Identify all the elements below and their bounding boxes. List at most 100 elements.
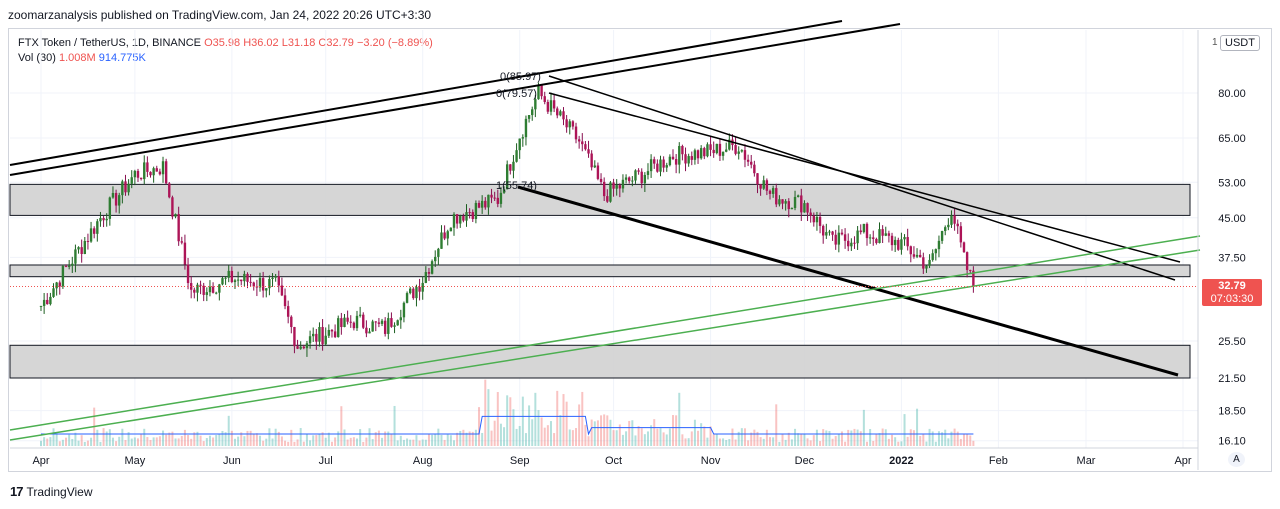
volume-bar [74,432,77,446]
x-tick-label: Aug [413,455,433,467]
fib-level-label: 1(55.74) [496,180,537,192]
volume-bar [496,392,499,446]
volume-bar [872,440,875,446]
currency-button[interactable]: USDT [1220,35,1260,51]
volume-bar [105,431,108,446]
volume-bar [118,436,121,446]
candle-body [649,159,653,172]
volume-bar [844,441,847,446]
candle-body [343,317,346,328]
candle-body [371,321,374,332]
candle-body [728,139,731,150]
candle-body [415,287,418,299]
candle-body [681,146,684,155]
candle-body [158,171,162,175]
candle-body [859,230,862,233]
candle-body [800,195,803,213]
volume-bar [606,415,609,446]
x-tick-label: Feb [989,455,1008,467]
candle-body [825,232,828,236]
volume-bar [756,431,759,446]
candle-body [574,126,578,140]
candle-body [687,156,690,164]
volume-bar [531,419,534,446]
volume-bar [709,426,712,446]
candle-body [543,96,546,102]
candle-body [715,143,719,154]
candle-body [556,108,559,116]
candle-body [834,234,837,245]
volume-bar [922,433,925,446]
candle-body [587,149,590,154]
candle-body [674,159,678,165]
candle-body [872,237,875,239]
candle-body [139,177,143,180]
candle-body [487,194,490,208]
volume-bar [524,433,527,446]
candle-body [193,289,196,293]
volume-bar [634,435,637,446]
volume-bar [434,433,437,446]
volume-bar [155,437,158,446]
candle-body [55,282,58,289]
candle-body [737,151,740,154]
candle-body [781,199,784,204]
volume-bar [906,436,909,446]
candle-body [477,202,481,208]
ascending-trendline-green-2 [9,249,1201,441]
volume-bar [850,430,853,446]
volume-bar [571,430,574,446]
candle-body [962,242,966,253]
candle-body [552,100,556,109]
volume-bar [731,428,734,446]
volume-bar [146,437,149,446]
volume-bar [875,433,878,446]
candle-body [521,137,525,139]
volume-bar [706,437,709,446]
candle-body [493,197,496,199]
candle-body [277,276,280,286]
candle-body [818,216,822,226]
volume-bar [537,410,540,446]
descending-channel-lower [517,185,1179,377]
candle-body [283,295,287,307]
candle-body [390,318,393,327]
volume-bar [330,441,333,446]
volume-bar [462,429,465,446]
candle-body [205,292,209,295]
volume-bar [891,434,894,446]
volume-bar [578,404,581,446]
volume-bar [778,441,781,446]
volume-bar [568,429,571,446]
candle-body [631,180,634,182]
volume-label: Vol (30) [18,52,56,64]
y-tick-label: 53.00 [1218,177,1246,189]
volume-bar [509,397,512,446]
candle-body [653,159,656,164]
volume-bar [690,431,693,446]
candle-body [61,266,65,287]
volume-bar [431,434,434,446]
candle-body [584,144,587,150]
candle-body [906,237,909,247]
candle-body [897,239,900,250]
candle-body [83,240,87,254]
volume-bar [621,434,624,446]
volume-bar [418,440,421,446]
volume-bar [665,434,668,446]
volume-bar [653,419,656,446]
candle-body [96,221,99,234]
candle-body [656,163,659,172]
x-tick-label: Oct [605,455,622,467]
volume-bar [897,441,900,446]
candle-body [427,272,431,274]
auto-scale-button[interactable]: A [1228,452,1245,467]
candle-body [743,150,747,160]
candle-body [80,247,83,254]
candle-body [358,314,362,316]
candle-body [92,228,96,234]
volume-bar [797,433,800,446]
candle-body [402,302,406,318]
candle-body [740,150,744,152]
